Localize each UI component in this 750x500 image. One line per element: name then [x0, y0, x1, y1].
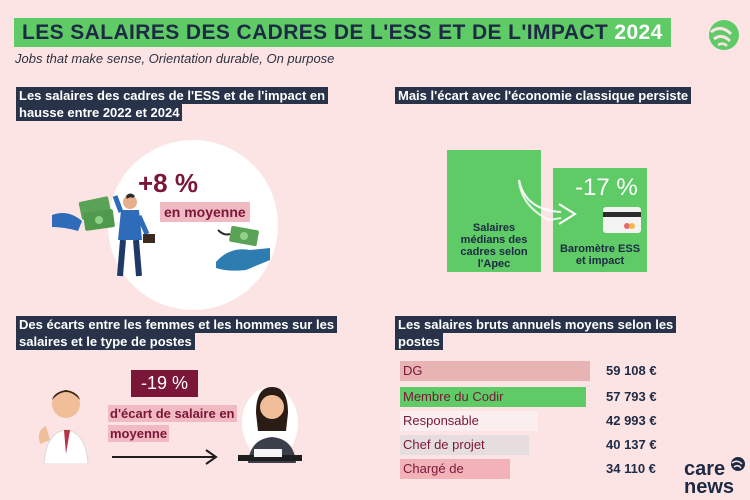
brand-line-1: care [684, 458, 726, 480]
position-value: 40 137 € [606, 437, 657, 452]
gap-value: -17 % [575, 174, 638, 201]
position-bar: DG [400, 361, 590, 381]
section-gap-heading: Mais l'écart avec l'économie classique p… [395, 87, 715, 104]
brand-wave-icon [731, 457, 745, 471]
title-year: 2024 [614, 21, 663, 44]
position-label: Membre du Codir [403, 389, 504, 404]
position-value: 42 993 € [606, 413, 657, 428]
businessman-icon [112, 193, 155, 277]
brand-line-2: news [684, 476, 735, 498]
brand-logo: care news [684, 458, 735, 498]
money-receive-hand-icon [216, 226, 270, 271]
gender-gap-value: -19 % [131, 370, 199, 397]
position-value: 57 793 € [606, 389, 657, 404]
woman-icon [238, 387, 302, 463]
leaf-logo-icon [709, 20, 739, 50]
position-bar: Chargé de [400, 459, 510, 479]
rise-value: +8 % [138, 168, 198, 198]
position-label: Chargé de [403, 461, 464, 476]
money-hand-icon [52, 196, 115, 231]
position-bar: Responsable [400, 411, 538, 431]
position-bar: Chef de projet [400, 435, 529, 455]
section-rise-heading: Les salaires des cadres de l'ESS et de l… [16, 87, 329, 121]
position-bar: Membre du Codir [400, 387, 586, 407]
arrow-down-right-icon [518, 179, 577, 225]
position-value: 34 110 € [606, 461, 656, 476]
title-main: LES SALAIRES DES CADRES DE L'ESS ET DE L… [22, 21, 609, 44]
credit-card-icon [603, 207, 641, 233]
position-label: Responsable [403, 413, 479, 428]
position-label: DG [403, 363, 423, 378]
page-title: LES SALAIRES DES CADRES DE L'ESS ET DE L… [14, 18, 671, 47]
gender-gap-label: d'écart de salaire en moyenne [108, 405, 237, 442]
bar-ess-label: Baromètre ESS et impact [559, 243, 641, 267]
section-gender-heading: Des écarts entre les femmes et les homme… [16, 316, 346, 350]
bar-apec [447, 150, 541, 272]
page-subtitle: Jobs that make sense, Orientation durabl… [15, 51, 335, 66]
bar-apec-label: Salaires médians des cadres selon l'Apec [460, 222, 528, 270]
rise-label: en moyenne [160, 202, 250, 222]
position-value: 59 108 € [606, 363, 657, 378]
section-positions-heading: Les salaires bruts annuels moyens selon … [395, 316, 715, 350]
man-icon [38, 390, 89, 464]
arrow-right-icon [112, 449, 218, 465]
position-label: Chef de projet [403, 437, 485, 452]
